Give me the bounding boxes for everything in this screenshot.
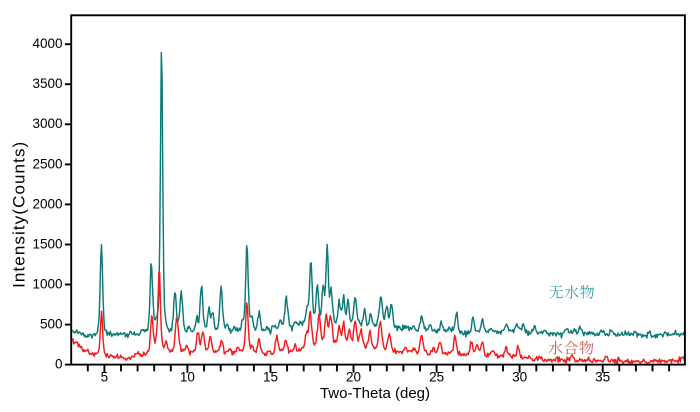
svg-text:1000: 1000	[32, 276, 62, 291]
svg-text:500: 500	[40, 316, 63, 331]
svg-text:0: 0	[55, 357, 63, 372]
svg-text:25: 25	[429, 370, 444, 385]
svg-text:30: 30	[512, 370, 527, 385]
svg-text:35: 35	[595, 370, 610, 385]
svg-text:1500: 1500	[32, 236, 62, 251]
svg-text:5: 5	[101, 370, 109, 385]
svg-text:Intensity(Counts): Intensity(Counts)	[9, 141, 28, 288]
svg-text:15: 15	[263, 370, 278, 385]
svg-text:Two-Theta (deg): Two-Theta (deg)	[320, 385, 430, 402]
svg-text:10: 10	[180, 370, 195, 385]
svg-text:2000: 2000	[32, 196, 62, 211]
svg-text:20: 20	[346, 370, 361, 385]
svg-text:3000: 3000	[32, 116, 62, 131]
svg-text:3500: 3500	[32, 76, 62, 91]
svg-text:4000: 4000	[32, 36, 62, 51]
svg-text:2500: 2500	[32, 156, 62, 171]
